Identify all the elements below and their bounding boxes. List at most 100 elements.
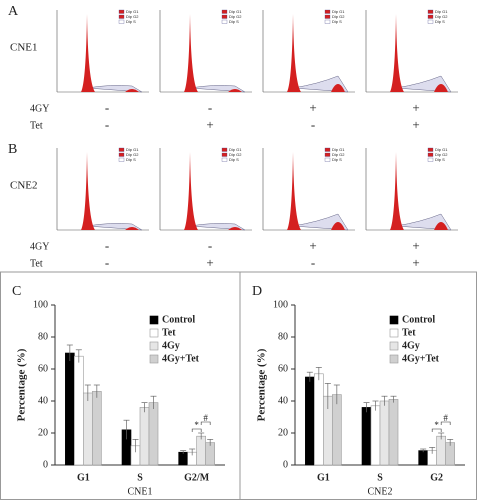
panel-label: A bbox=[8, 4, 19, 19]
x-tick-label: G2 bbox=[430, 472, 443, 483]
legend-label: Dip G1 bbox=[229, 9, 242, 14]
legend-swatch bbox=[427, 152, 434, 157]
legend-swatch bbox=[427, 9, 434, 14]
bar bbox=[178, 451, 188, 466]
y-tick-label: 0 bbox=[43, 459, 48, 470]
legend-label: Dip S bbox=[332, 19, 342, 24]
y-tick-label: 60 bbox=[278, 363, 288, 374]
legend-swatch bbox=[221, 147, 228, 152]
g1-peak bbox=[81, 14, 95, 92]
legend-swatch bbox=[149, 341, 159, 351]
legend-label: Dip G1 bbox=[435, 9, 448, 14]
legend-swatch bbox=[118, 9, 125, 14]
y-tick-label: 60 bbox=[38, 363, 48, 374]
legend-label: Dip S bbox=[126, 19, 136, 24]
legend-swatch bbox=[118, 152, 125, 157]
legend-label: Dip G2 bbox=[229, 152, 242, 157]
x-tick-label: G1 bbox=[317, 472, 330, 483]
x-tick-label: G2/M bbox=[184, 472, 210, 483]
g2-peak bbox=[228, 89, 242, 92]
bar bbox=[379, 400, 390, 466]
x-tick-label: G1 bbox=[77, 472, 90, 483]
legend-swatch bbox=[118, 157, 125, 162]
bar bbox=[196, 435, 206, 466]
row-label: 4GY bbox=[30, 241, 49, 252]
y-tick-label: 80 bbox=[38, 331, 48, 342]
bar bbox=[205, 442, 215, 466]
legend-swatch bbox=[324, 152, 331, 157]
legend-label: Dip S bbox=[229, 157, 239, 162]
sign: - bbox=[208, 238, 212, 253]
legend-label: 4Gy bbox=[402, 340, 420, 351]
g2-peak bbox=[125, 89, 139, 92]
panel-label: D bbox=[252, 284, 262, 299]
sign: + bbox=[309, 100, 316, 115]
bar bbox=[388, 399, 399, 466]
legend-swatch bbox=[324, 9, 331, 14]
sign: - bbox=[311, 255, 315, 270]
y-tick-label: 0 bbox=[283, 459, 288, 470]
legend-swatch bbox=[221, 9, 228, 14]
panel-label: C bbox=[12, 284, 21, 299]
legend-label: Dip S bbox=[332, 157, 342, 162]
sign: + bbox=[412, 100, 419, 115]
sign: - bbox=[105, 238, 109, 253]
panel-label: B bbox=[8, 142, 17, 157]
sign: + bbox=[412, 117, 419, 132]
y-tick-label: 100 bbox=[273, 299, 288, 310]
legend-label: Tet bbox=[402, 327, 416, 338]
g2-peak bbox=[228, 227, 242, 230]
legend-label: 4Gy+Tet bbox=[402, 353, 440, 364]
y-tick-label: 40 bbox=[38, 395, 48, 406]
legend-swatch bbox=[221, 19, 228, 24]
g2-peak bbox=[331, 84, 345, 92]
legend-label: Dip G1 bbox=[229, 147, 242, 152]
legend-label: Dip S bbox=[229, 19, 239, 24]
legend-label: Control bbox=[402, 314, 435, 325]
bar bbox=[445, 442, 455, 466]
legend-label: Dip G2 bbox=[332, 14, 345, 19]
sign: + bbox=[412, 255, 419, 270]
legend-label: Dip G2 bbox=[435, 14, 448, 19]
legend-label: Dip S bbox=[435, 157, 445, 162]
legend-label: Dip G2 bbox=[126, 152, 139, 157]
legend-label: 4Gy bbox=[162, 340, 180, 351]
sign: + bbox=[206, 117, 213, 132]
y-tick-label: 100 bbox=[33, 299, 48, 310]
legend-swatch bbox=[389, 315, 399, 325]
legend-swatch bbox=[324, 19, 331, 24]
g2-peak bbox=[434, 222, 448, 230]
sign: - bbox=[208, 100, 212, 115]
legend-swatch bbox=[389, 328, 399, 338]
x-axis-label: CNE2 bbox=[368, 486, 393, 497]
legend-swatch bbox=[389, 354, 399, 364]
bar bbox=[74, 355, 84, 466]
y-tick-label: 80 bbox=[278, 331, 288, 342]
legend-label: Dip G2 bbox=[435, 152, 448, 157]
legend-label: Dip S bbox=[435, 19, 445, 24]
g1-peak bbox=[287, 152, 301, 230]
g1-peak bbox=[184, 14, 198, 92]
x-axis-label: CNE1 bbox=[128, 486, 153, 497]
annotation: * bbox=[434, 420, 439, 430]
bar bbox=[436, 435, 446, 466]
significance-bracket bbox=[191, 428, 202, 432]
sign: - bbox=[105, 100, 109, 115]
legend-swatch bbox=[221, 14, 228, 19]
g2-peak bbox=[125, 227, 139, 230]
sign: + bbox=[412, 238, 419, 253]
legend-label: Dip G2 bbox=[126, 14, 139, 19]
g1-peak bbox=[390, 14, 404, 92]
g2-peak bbox=[331, 222, 345, 230]
sign: - bbox=[311, 117, 315, 132]
legend-label: Dip S bbox=[126, 157, 136, 162]
legend-swatch bbox=[427, 14, 434, 19]
legend-swatch bbox=[149, 328, 159, 338]
y-axis-label: Percentage (%) bbox=[16, 348, 28, 421]
y-axis-label: Percentage (%) bbox=[256, 348, 268, 421]
bar bbox=[83, 392, 93, 466]
legend-label: Dip G1 bbox=[332, 9, 345, 14]
row-label: Tet bbox=[30, 120, 43, 131]
legend-swatch bbox=[118, 147, 125, 152]
legend-swatch bbox=[427, 19, 434, 24]
